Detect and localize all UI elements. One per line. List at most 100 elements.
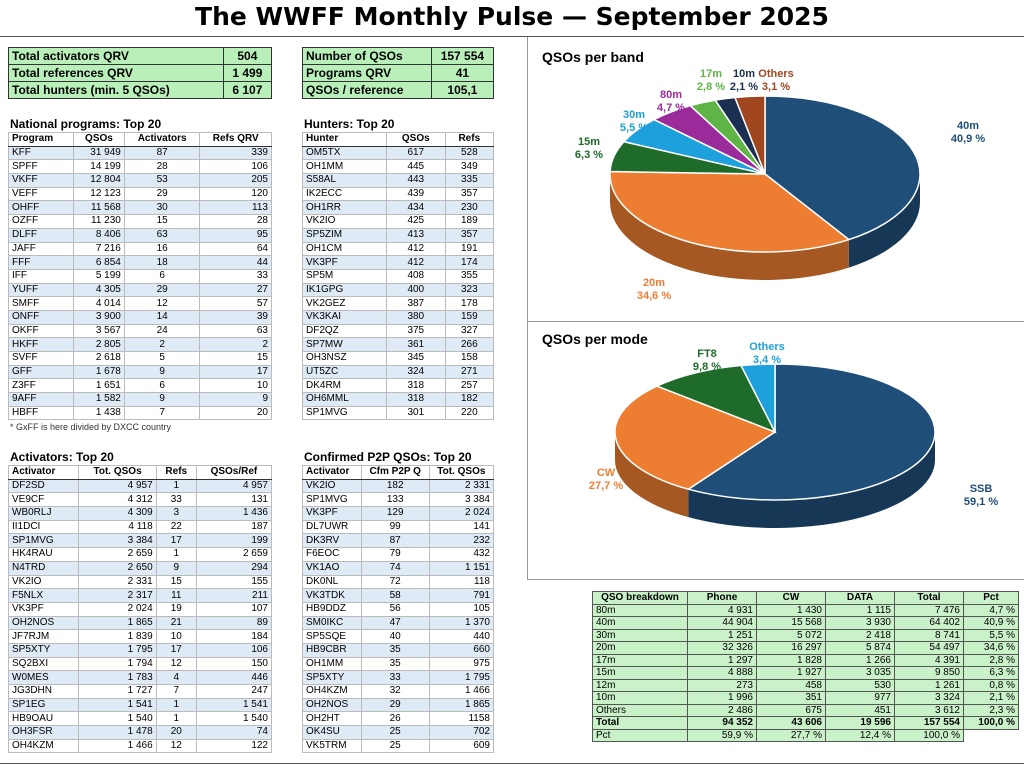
table-row: VK3PF 412 174 xyxy=(302,255,495,270)
table-cell: 79 xyxy=(360,547,430,562)
table-cell: 351 xyxy=(756,691,826,705)
table-cell: OH4KZM xyxy=(302,684,362,699)
pie-slice-20m xyxy=(609,170,851,253)
table-row: DL7UWR 99 141 xyxy=(302,519,495,535)
table-cell: 2 486 xyxy=(687,703,757,717)
table-cell: 4 xyxy=(155,670,197,685)
table-cell: 5 xyxy=(123,351,201,366)
table-cell: 74 xyxy=(360,560,430,576)
table-cell: 12,4 % xyxy=(825,728,895,742)
table-cell: 1 261 xyxy=(894,678,964,692)
national-table: Program QSOs Activators Refs QRV KFF 31 949 87… xyxy=(7,132,272,421)
table-cell: 323 xyxy=(444,282,495,298)
table-cell: 11 xyxy=(155,588,197,603)
table-row: 80m 4 931 1 430 1 115 7 476 4,7 % xyxy=(592,603,1019,617)
table-row: VK2GEZ 387 178 xyxy=(302,296,495,311)
table-cell: 17 xyxy=(155,642,197,658)
table-cell: JF7RJM xyxy=(7,629,80,644)
pie-slice-SSB xyxy=(686,363,936,501)
table-cell: 34,6 % xyxy=(963,641,1019,655)
table-cell: VK2IO xyxy=(7,574,80,590)
table-cell: 89 xyxy=(195,615,273,631)
table-cell: 29 xyxy=(360,697,430,713)
table-cell: SP5M xyxy=(302,268,387,284)
table-cell: SP1MVG xyxy=(302,492,362,508)
pie-value-label: 34,6 % xyxy=(637,290,671,302)
table-cell: 412 xyxy=(385,241,446,257)
table-cell: II1DCI xyxy=(7,519,80,535)
table-cell: FFF xyxy=(7,255,75,270)
table-cell: 2 805 xyxy=(73,337,125,352)
table-cell: DF2SD xyxy=(7,478,80,494)
table-row: SP1MVG 3 384 17 199 xyxy=(7,533,273,549)
table-cell: 178 xyxy=(444,296,495,311)
table-cell: OH3FSR xyxy=(7,725,80,740)
column-header: Refs xyxy=(444,132,495,147)
table-cell: 32 326 xyxy=(687,641,757,655)
table-cell: 22 xyxy=(155,519,197,535)
table-cell: 1 251 xyxy=(687,628,757,642)
column-header: Hunter xyxy=(302,132,387,147)
column-header: Refs xyxy=(155,465,197,480)
table-cell: 1158 xyxy=(428,711,495,727)
table-row: VK2IO 182 2 331 xyxy=(302,478,495,494)
column-header: Total xyxy=(894,591,964,605)
column-header: Activator xyxy=(302,465,362,480)
pie-value-label: 40,9 % xyxy=(951,133,985,145)
table-cell: 47 xyxy=(360,615,430,631)
table-cell: 318 xyxy=(385,392,446,407)
table-cell: 21 xyxy=(155,615,197,631)
table-row: OKFF 3 567 24 63 xyxy=(7,323,272,339)
table-row: SP5M 408 355 xyxy=(302,268,495,284)
table-cell: DK0NL xyxy=(302,574,362,590)
table-cell: 29 xyxy=(123,282,201,298)
table-cell: 25 xyxy=(360,738,430,754)
table-cell: 1 436 xyxy=(195,506,273,521)
table-cell: 4 309 xyxy=(78,506,157,521)
table-cell: 15 xyxy=(199,351,272,366)
table-cell: 1 865 xyxy=(78,615,157,631)
table-cell: VEFF xyxy=(7,186,75,202)
table-cell: 609 xyxy=(428,738,495,754)
table-cell: 27,7 % xyxy=(756,728,826,742)
table-row: II1DCI 4 118 22 187 xyxy=(7,519,273,535)
table-row: DK4RM 318 257 xyxy=(302,378,495,394)
pie-category-label: 20m xyxy=(643,277,665,289)
table-row: JAFF 7 216 16 64 xyxy=(7,241,272,257)
table-row: VK5TRM 25 609 xyxy=(302,738,495,754)
summary-row: Total references QRV 1 499 xyxy=(8,64,273,82)
table-cell: 4 305 xyxy=(73,282,125,298)
band-chart-title: QSOs per band xyxy=(542,49,644,65)
table-cell: 122 xyxy=(195,738,273,754)
table-cell: 273 xyxy=(687,678,757,692)
table-cell: KFF xyxy=(7,145,75,161)
table-cell: DK4RM xyxy=(302,378,387,394)
table-cell: 17m xyxy=(592,653,688,667)
table-cell: 12 xyxy=(155,656,197,672)
table-cell: 660 xyxy=(428,642,495,658)
table-row: Others 2 486 675 451 3 612 2,3 % xyxy=(592,703,1019,717)
p2p-table: Activator Cfm P2P Q Tot. QSOs VK2IO 182 2 331… xyxy=(302,465,495,754)
table-cell: 4 888 xyxy=(687,666,757,680)
table-cell: WB0RLJ xyxy=(7,506,80,521)
table-row: 9AFF 1 582 9 9 xyxy=(7,392,272,407)
table-row: HB9CBR 35 660 xyxy=(302,642,495,658)
table-cell: HB9CBR xyxy=(302,642,362,658)
summary-value: 1 499 xyxy=(222,64,273,82)
table-cell: 443 xyxy=(385,173,446,188)
column-header: QSOs xyxy=(73,132,125,147)
table-cell: 33 xyxy=(360,670,430,685)
table-cell: 12 xyxy=(155,738,197,754)
activators-table: Activator Tot. QSOs Refs QSOs/Ref DF2SD 4 957… xyxy=(7,465,273,754)
table-cell: Pct xyxy=(592,728,688,742)
table-cell: 99 xyxy=(360,519,430,535)
table-cell: HB9DDZ xyxy=(302,601,362,617)
table-cell: 15 xyxy=(123,214,201,229)
column-header: Activator xyxy=(7,465,80,480)
column-header: Program xyxy=(7,132,75,147)
table-row: 40m 44 904 15 568 3 930 64 402 40,9 % xyxy=(592,616,1019,630)
table-cell: 19 596 xyxy=(825,716,895,730)
table-cell: 413 xyxy=(385,227,446,243)
table-cell: 94 352 xyxy=(687,716,757,730)
